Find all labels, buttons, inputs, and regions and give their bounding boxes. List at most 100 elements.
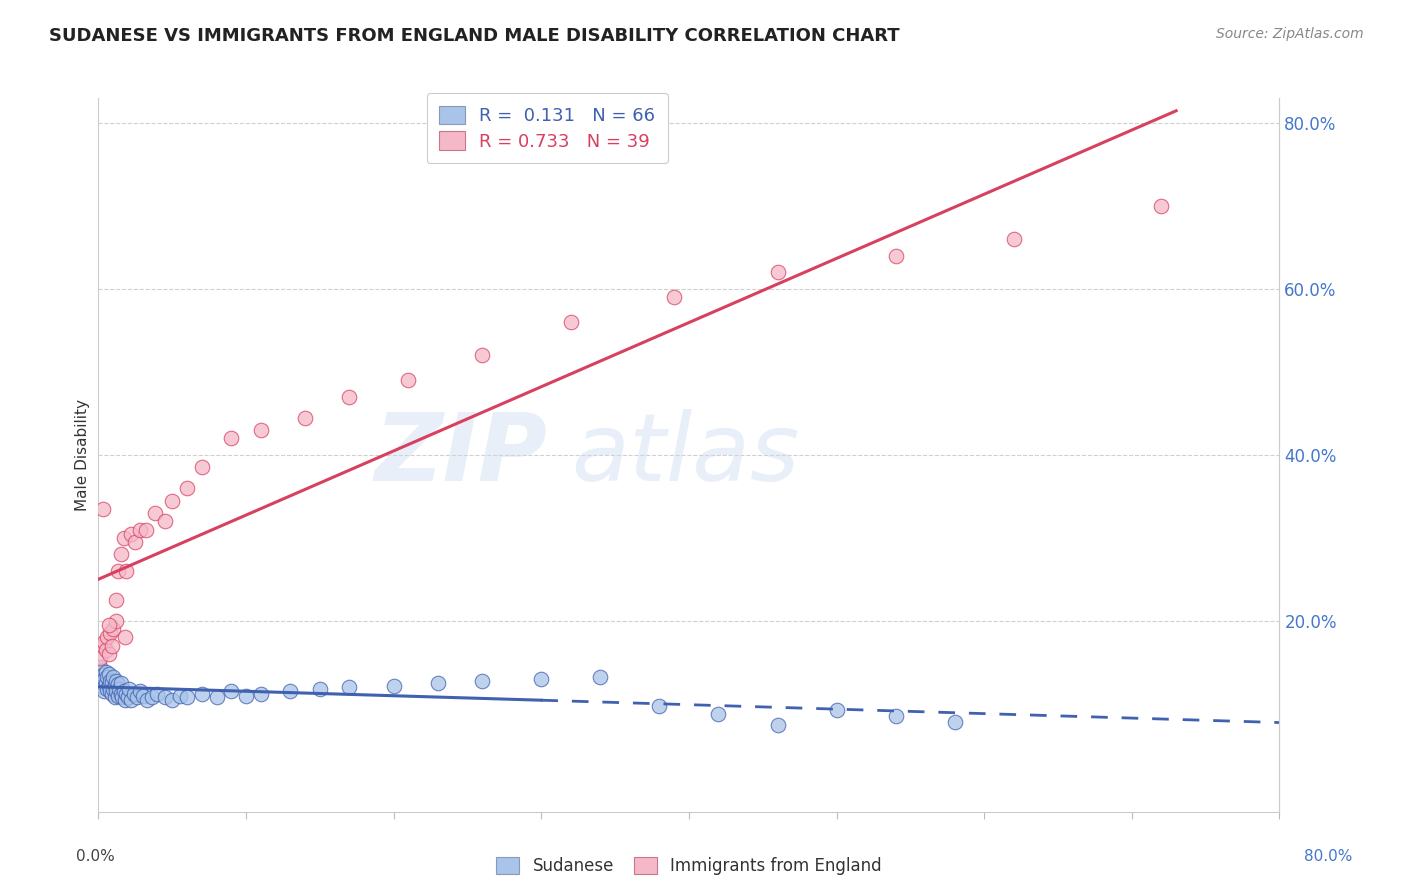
Point xyxy=(221,431,243,445)
Point xyxy=(294,410,316,425)
Point xyxy=(122,687,145,701)
Point xyxy=(250,687,273,701)
Point xyxy=(104,679,127,693)
Text: SUDANESE VS IMMIGRANTS FROM ENGLAND MALE DISABILITY CORRELATION CHART: SUDANESE VS IMMIGRANTS FROM ENGLAND MALE… xyxy=(49,27,900,45)
Point xyxy=(96,670,118,684)
Point xyxy=(221,684,243,698)
Point xyxy=(707,706,730,721)
Point xyxy=(560,315,582,329)
Point xyxy=(120,692,142,706)
Point xyxy=(97,647,120,661)
Text: Source: ZipAtlas.com: Source: ZipAtlas.com xyxy=(1216,27,1364,41)
Point xyxy=(471,673,494,688)
Point xyxy=(89,651,111,665)
Point xyxy=(97,618,120,632)
Point xyxy=(105,614,128,628)
Point xyxy=(205,690,228,705)
Point xyxy=(117,690,139,705)
Point xyxy=(110,687,132,701)
Point xyxy=(648,698,671,713)
Point xyxy=(664,290,686,304)
Point xyxy=(114,692,136,706)
Point xyxy=(162,493,183,508)
Point xyxy=(135,523,157,537)
Point xyxy=(124,535,146,549)
Point xyxy=(128,523,150,537)
Point xyxy=(766,717,789,731)
Point xyxy=(110,676,132,690)
Point xyxy=(107,564,129,578)
Point xyxy=(94,643,117,657)
Point xyxy=(112,531,135,545)
Point xyxy=(107,689,129,703)
Point xyxy=(530,672,553,686)
Y-axis label: Male Disability: Male Disability xyxy=(75,399,90,511)
Point xyxy=(93,672,115,686)
Point xyxy=(91,668,114,682)
Point xyxy=(162,692,183,706)
Point xyxy=(132,689,155,703)
Point xyxy=(398,373,420,387)
Point xyxy=(143,506,166,520)
Point xyxy=(136,692,159,706)
Point xyxy=(169,689,191,703)
Point xyxy=(141,690,163,705)
Point xyxy=(98,684,121,698)
Point xyxy=(114,631,136,645)
Point xyxy=(97,667,120,681)
Point xyxy=(98,626,121,640)
Point xyxy=(339,390,361,404)
Point xyxy=(339,680,361,694)
Point xyxy=(146,687,169,701)
Point xyxy=(100,675,122,690)
Point xyxy=(115,564,138,578)
Point xyxy=(118,681,141,696)
Point xyxy=(176,690,198,705)
Point xyxy=(120,526,142,541)
Point xyxy=(111,690,134,705)
Point xyxy=(125,690,148,705)
Point xyxy=(94,665,117,680)
Point xyxy=(103,622,125,636)
Point xyxy=(1002,232,1025,246)
Point xyxy=(100,639,122,653)
Point xyxy=(93,684,115,698)
Point xyxy=(884,249,907,263)
Point xyxy=(112,684,135,698)
Point xyxy=(89,659,111,673)
Point xyxy=(825,704,848,718)
Point xyxy=(91,639,114,653)
Text: atlas: atlas xyxy=(571,409,799,500)
Point xyxy=(105,673,128,688)
Point xyxy=(105,593,128,607)
Point xyxy=(90,664,112,678)
Point xyxy=(280,684,302,698)
Point xyxy=(766,265,789,279)
Point xyxy=(100,687,122,701)
Text: 0.0%: 0.0% xyxy=(76,849,115,863)
Point xyxy=(115,687,138,701)
Point xyxy=(107,677,129,691)
Point xyxy=(103,670,125,684)
Point xyxy=(943,715,966,730)
Point xyxy=(108,681,131,696)
Point xyxy=(104,690,127,705)
Point xyxy=(382,679,405,693)
Point xyxy=(128,684,150,698)
Point xyxy=(153,514,176,528)
Text: ZIP: ZIP xyxy=(374,409,547,501)
Point xyxy=(427,676,450,690)
Point xyxy=(90,676,112,690)
Point xyxy=(98,673,121,688)
Point xyxy=(96,681,118,696)
Point xyxy=(93,634,115,648)
Point xyxy=(91,680,114,694)
Point xyxy=(96,631,118,645)
Point xyxy=(91,501,114,516)
Point xyxy=(153,690,176,705)
Point xyxy=(110,548,132,562)
Point xyxy=(884,709,907,723)
Point xyxy=(235,689,257,703)
Point xyxy=(1150,199,1173,213)
Point xyxy=(176,481,198,495)
